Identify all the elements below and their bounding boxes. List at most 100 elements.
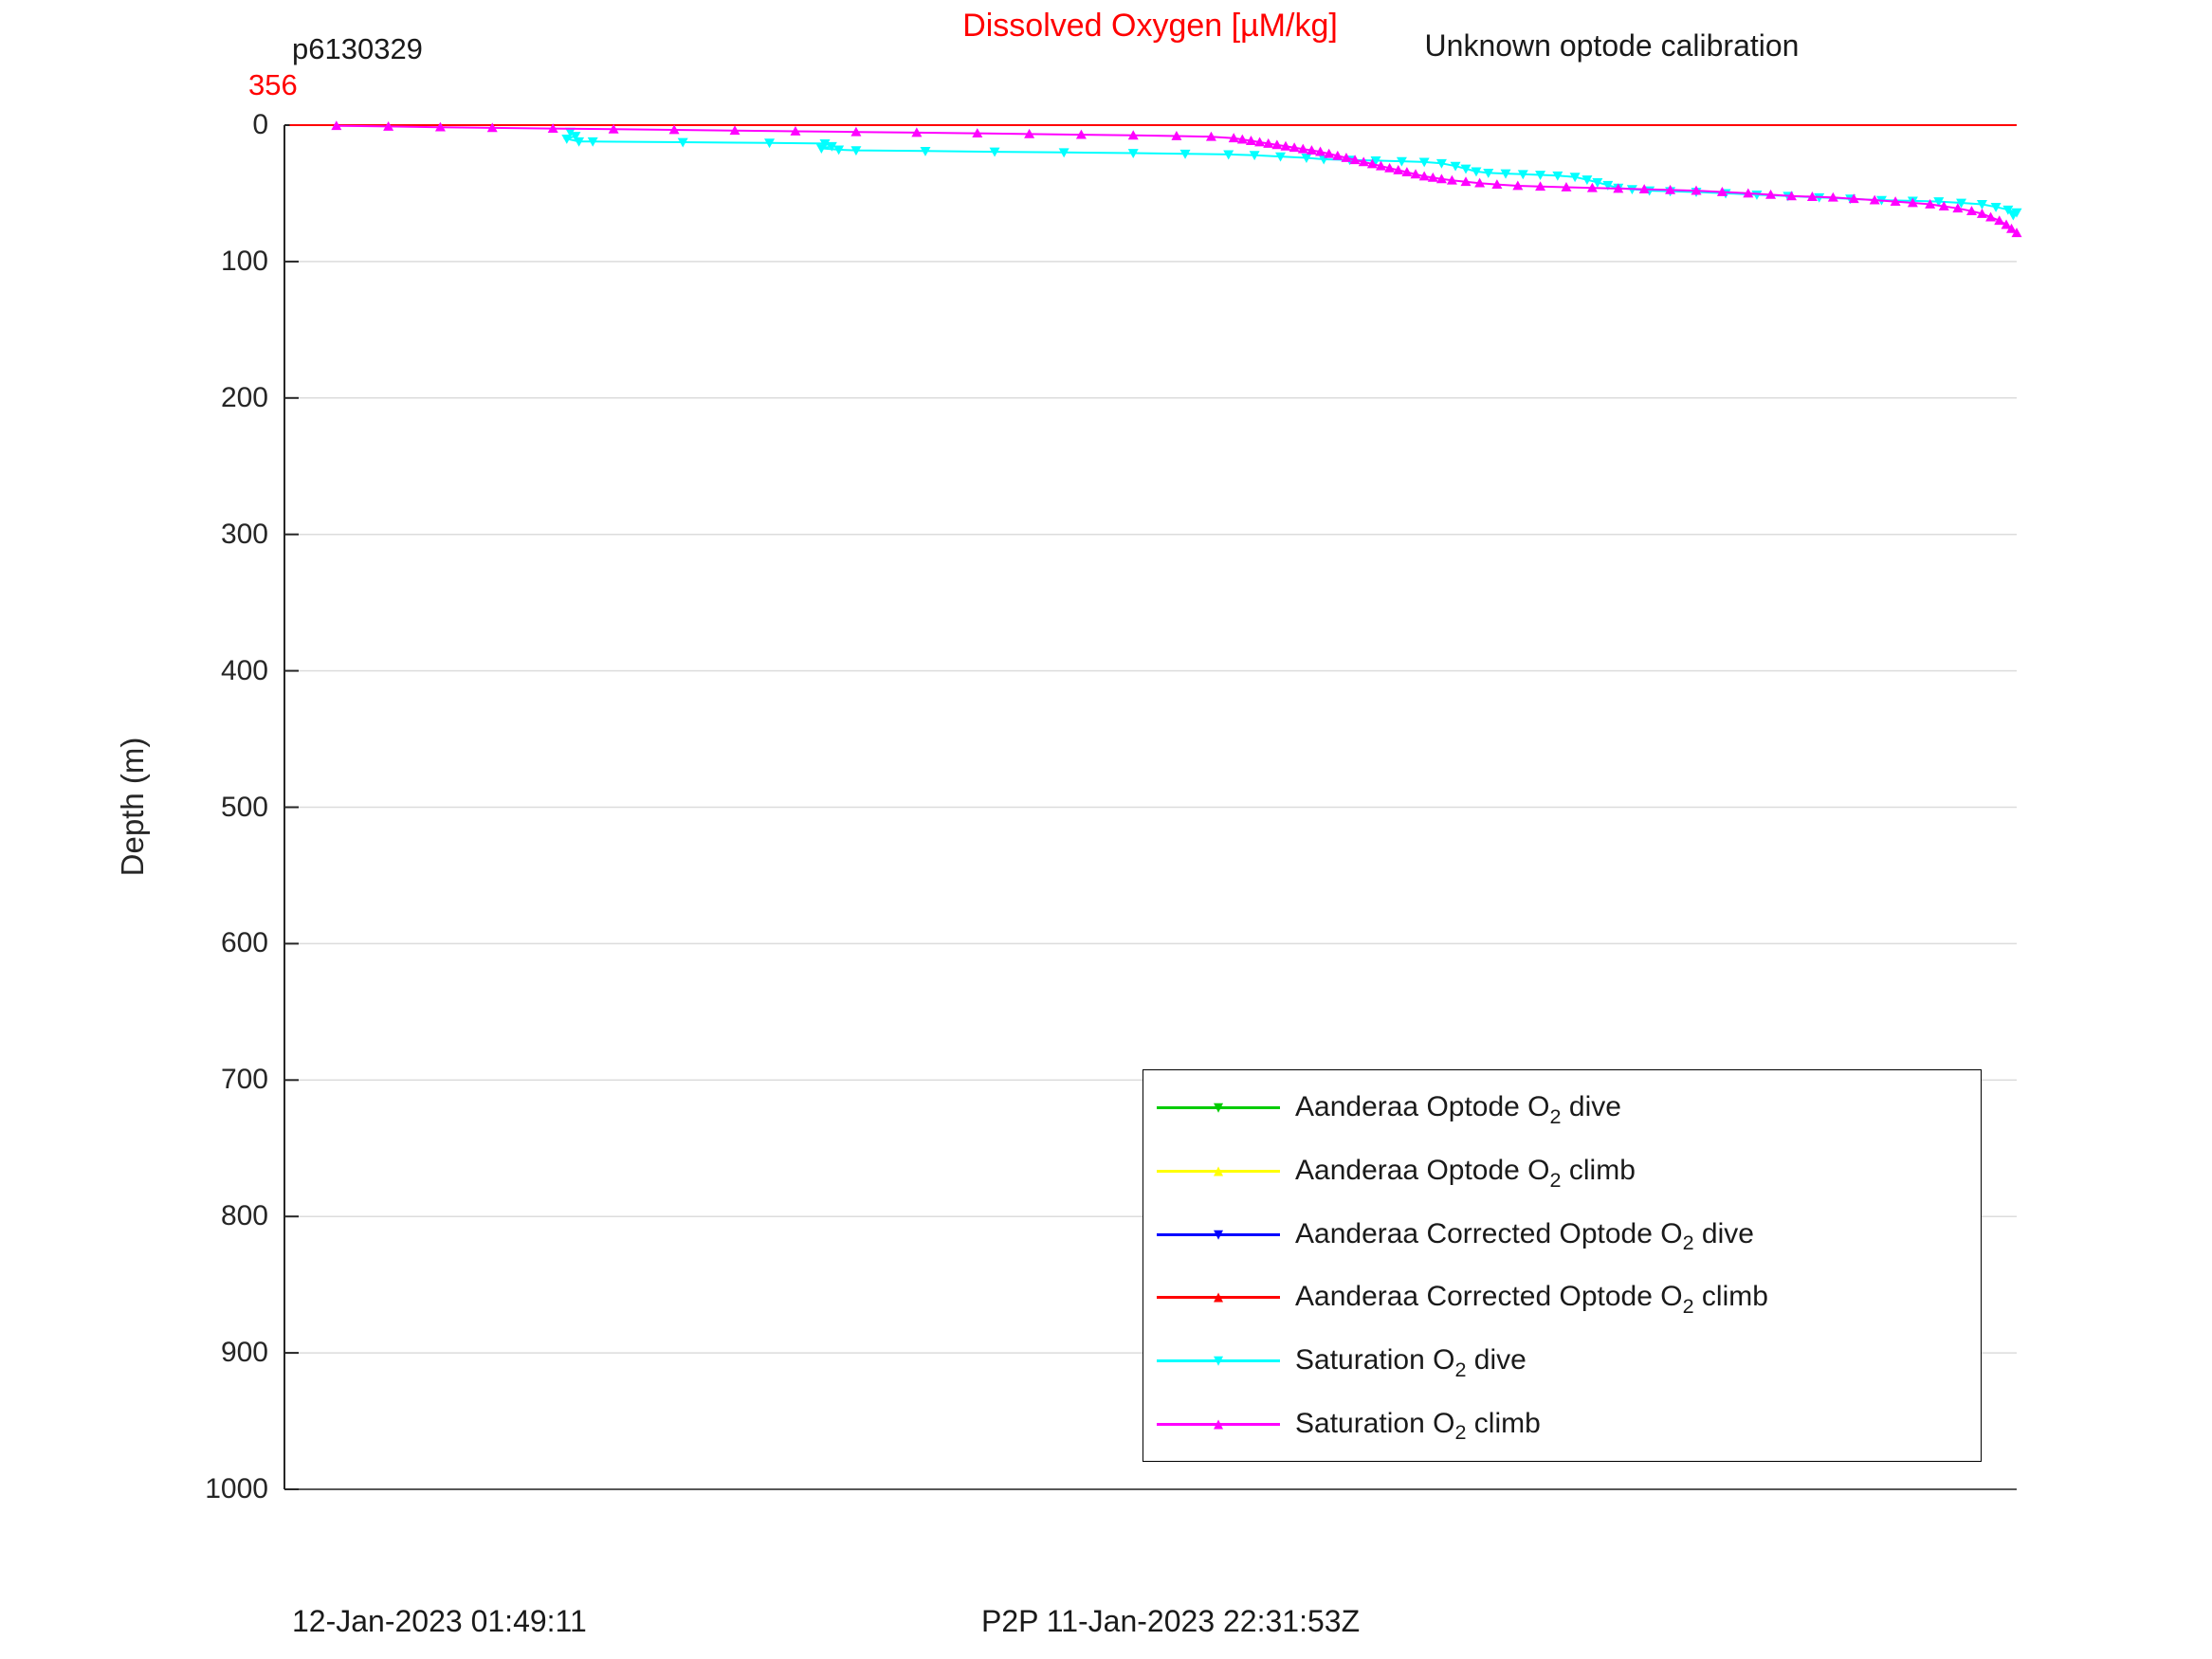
triangle-down-marker (1517, 170, 1528, 180)
triangle-up-marker (1827, 191, 1838, 202)
triangle-down-marker (1275, 152, 1287, 162)
legend-label: Aanderaa Optode O2 dive (1295, 1091, 1621, 1128)
triangle-down-marker (1179, 149, 1191, 159)
triangle-down-marker (1450, 161, 1461, 172)
triangle-up-marker (1349, 155, 1361, 165)
triangle-down-marker (920, 146, 931, 156)
mission-id-label: p6130329 (292, 32, 423, 65)
triangle-down-marker (570, 132, 581, 142)
legend-label: Aanderaa Corrected Optode O2 climb (1295, 1281, 1768, 1318)
triangle-up-marker (1366, 158, 1378, 169)
triangle-up-marker (1341, 153, 1352, 162)
triangle-up-marker (1938, 201, 1949, 211)
triangle-up-marker (1952, 203, 1964, 213)
triangle-up-marker (1228, 133, 1239, 143)
triangle-up-marker (1806, 191, 1818, 201)
triangle-down-marker (564, 127, 576, 137)
triangle-down-marker (1396, 156, 1407, 167)
legend-label-text: dive (1693, 1217, 1754, 1249)
triangle-down-marker (561, 134, 573, 144)
triangle-up-marker (1254, 137, 1266, 147)
triangle-up-marker (1306, 145, 1317, 155)
triangle-down-marker (1460, 164, 1472, 174)
triangle-marker-icon: ▼ (1210, 1098, 1227, 1117)
legend-item-corrected-dive: ▼ Aanderaa Corrected Optode O2 dive (1157, 1217, 1967, 1254)
legend-label: Saturation O2 dive (1295, 1343, 1526, 1381)
triangle-up-marker (1127, 130, 1139, 140)
triangle-up-marker (850, 126, 862, 137)
triangle-up-marker (1965, 206, 1977, 216)
triangle-up-marker (547, 123, 558, 133)
legend-label-subscript: 2 (1454, 1420, 1467, 1445)
triangle-up-marker (1245, 136, 1256, 145)
triangle-up-marker (1171, 131, 1182, 140)
legend-box: ▼ Aanderaa Optode O2 dive ▲ Aanderaa Opt… (1143, 1069, 1982, 1462)
triangle-down-marker (1581, 175, 1593, 186)
x-axis-left-annotation: 356 (248, 68, 298, 101)
triangle-down-marker (1602, 180, 1614, 191)
triangle-down-marker (1569, 173, 1581, 183)
legend-line-sample: ▼ (1157, 1093, 1280, 1121)
triangle-down-marker (1435, 158, 1447, 169)
triangle-up-marker (1297, 143, 1308, 154)
legend-line-sample: ▼ (1157, 1346, 1280, 1375)
legend-line-sample: ▲ (1157, 1157, 1280, 1185)
triangle-down-marker (815, 144, 827, 154)
legend-line (1157, 1106, 1280, 1110)
triangle-up-marker (911, 127, 923, 137)
triangle-down-marker (1249, 151, 1260, 161)
triangle-up-marker (790, 125, 801, 136)
legend-label-text: dive (1561, 1091, 1621, 1123)
y-axis-label: Depth (m) (115, 737, 150, 877)
triangle-down-marker (1127, 149, 1139, 158)
triangle-down-marker (1990, 202, 2002, 212)
triangle-up-marker (1743, 188, 1754, 198)
triangle-up-marker (972, 128, 983, 138)
triangle-up-marker (486, 122, 498, 133)
legend-label-subscript: 2 (1549, 1167, 1562, 1192)
triangle-up-marker (1890, 196, 1901, 206)
triangle-marker-icon: ▲ (1210, 1287, 1227, 1306)
triangle-down-marker (1370, 156, 1381, 166)
calibration-note: Unknown optode calibration (1424, 28, 1800, 63)
triangle-up-marker (1785, 191, 1797, 201)
triangle-up-marker (434, 121, 446, 132)
triangle-down-marker (1223, 150, 1234, 160)
legend-item-saturation-climb: ▲ Saturation O2 climb (1157, 1408, 1967, 1444)
triangle-down-marker (826, 141, 837, 152)
triangle-up-marker (668, 124, 680, 135)
triangle-up-marker (1535, 181, 1546, 191)
triangle-down-marker (850, 146, 862, 156)
triangle-down-marker (1483, 168, 1494, 178)
legend-label-text: Aanderaa Optode O (1295, 1154, 1550, 1186)
triangle-up-marker (1236, 134, 1248, 144)
legend-line (1157, 1232, 1280, 1236)
legend-label-text: Aanderaa Optode O (1295, 1091, 1550, 1123)
triangle-up-marker (1561, 181, 1572, 191)
triangle-down-marker (1976, 200, 1987, 210)
triangle-down-marker (2007, 210, 2019, 221)
triangle-up-marker (1613, 183, 1624, 193)
triangle-down-marker (1500, 169, 1511, 179)
triangle-down-marker (1418, 157, 1430, 168)
legend-line-sample: ▲ (1157, 1283, 1280, 1311)
legend-line (1157, 1169, 1280, 1173)
triangle-up-marker (729, 125, 740, 136)
triangle-down-marker (1592, 178, 1603, 188)
triangle-up-marker (1324, 148, 1335, 158)
series-line-4 (562, 131, 2020, 216)
triangle-down-marker (1301, 154, 1312, 164)
triangle-up-marker (1075, 129, 1087, 139)
triangle-down-marker (1552, 171, 1563, 181)
triangle-up-marker (2001, 219, 2012, 229)
triangle-up-marker (1358, 156, 1369, 167)
triangle-up-marker (1280, 140, 1291, 151)
triangle-down-marker (989, 147, 1000, 157)
legend-label-text: Saturation O (1295, 1343, 1455, 1376)
triangle-up-marker (1994, 215, 2005, 226)
triangle-up-marker (1205, 131, 1216, 141)
triangle-up-marker (2011, 228, 2022, 238)
triangle-marker-icon: ▲ (1210, 1414, 1227, 1433)
triangle-up-marker (1393, 164, 1404, 174)
